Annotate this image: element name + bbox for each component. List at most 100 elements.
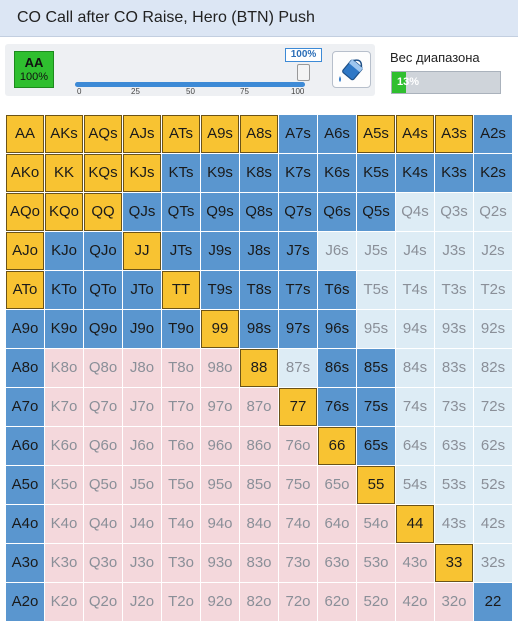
hand-cell-82o[interactable]: 82o <box>240 583 278 621</box>
hand-cell-ako[interactable]: AKo <box>6 154 44 192</box>
hand-cell-93s[interactable]: 93s <box>435 310 473 348</box>
hand-cell-k9s[interactable]: K9s <box>201 154 239 192</box>
hand-cell-72o[interactable]: 72o <box>279 583 317 621</box>
hand-cell-75o[interactable]: 75o <box>279 466 317 504</box>
hand-cell-22[interactable]: 22 <box>474 583 512 621</box>
hand-cell-64o[interactable]: 64o <box>318 505 356 543</box>
hand-cell-t3o[interactable]: T3o <box>162 544 200 582</box>
hand-cell-t7s[interactable]: T7s <box>279 271 317 309</box>
hand-cell-82s[interactable]: 82s <box>474 349 512 387</box>
hand-cell-88[interactable]: 88 <box>240 349 278 387</box>
hand-cell-kjo[interactable]: KJo <box>45 232 83 270</box>
hand-cell-aqs[interactable]: AQs <box>84 115 122 153</box>
hand-cell-a9s[interactable]: A9s <box>201 115 239 153</box>
hand-cell-kqo[interactable]: KQo <box>45 193 83 231</box>
hand-cell-q9o[interactable]: Q9o <box>84 310 122 348</box>
hand-cell-k6o[interactable]: K6o <box>45 427 83 465</box>
hand-cell-kts[interactable]: KTs <box>162 154 200 192</box>
hand-cell-a9o[interactable]: A9o <box>6 310 44 348</box>
hand-cell-65o[interactable]: 65o <box>318 466 356 504</box>
hand-cell-j9o[interactable]: J9o <box>123 310 161 348</box>
hand-cell-75s[interactable]: 75s <box>357 388 395 426</box>
hand-cell-j3s[interactable]: J3s <box>435 232 473 270</box>
hand-cell-a7s[interactable]: A7s <box>279 115 317 153</box>
hand-cell-j7s[interactable]: J7s <box>279 232 317 270</box>
hand-cell-a8s[interactable]: A8s <box>240 115 278 153</box>
hand-cell-63o[interactable]: 63o <box>318 544 356 582</box>
hand-cell-j2s[interactable]: J2s <box>474 232 512 270</box>
hand-cell-j4o[interactable]: J4o <box>123 505 161 543</box>
hand-cell-66[interactable]: 66 <box>318 427 356 465</box>
hand-cell-92o[interactable]: 92o <box>201 583 239 621</box>
hand-cell-a2o[interactable]: A2o <box>6 583 44 621</box>
hand-cell-aa[interactable]: AA <box>6 115 44 153</box>
hand-cell-q7o[interactable]: Q7o <box>84 388 122 426</box>
hand-cell-53o[interactable]: 53o <box>357 544 395 582</box>
hand-cell-k2o[interactable]: K2o <box>45 583 83 621</box>
hand-cell-t7o[interactable]: T7o <box>162 388 200 426</box>
paint-bucket-button[interactable] <box>332 51 371 88</box>
hand-cell-63s[interactable]: 63s <box>435 427 473 465</box>
hand-cell-52s[interactable]: 52s <box>474 466 512 504</box>
hand-cell-j8s[interactable]: J8s <box>240 232 278 270</box>
hand-cell-qts[interactable]: QTs <box>162 193 200 231</box>
hand-cell-t6s[interactable]: T6s <box>318 271 356 309</box>
hand-cell-42s[interactable]: 42s <box>474 505 512 543</box>
hand-cell-tt[interactable]: TT <box>162 271 200 309</box>
hand-cell-t5s[interactable]: T5s <box>357 271 395 309</box>
hand-cell-q7s[interactable]: Q7s <box>279 193 317 231</box>
hand-cell-a5s[interactable]: A5s <box>357 115 395 153</box>
hand-cell-k2s[interactable]: K2s <box>474 154 512 192</box>
hand-cell-86s[interactable]: 86s <box>318 349 356 387</box>
hand-cell-k7o[interactable]: K7o <box>45 388 83 426</box>
hand-cell-qq[interactable]: QQ <box>84 193 122 231</box>
hand-cell-84s[interactable]: 84s <box>396 349 434 387</box>
hand-cell-a3o[interactable]: A3o <box>6 544 44 582</box>
hand-cell-ajs[interactable]: AJs <box>123 115 161 153</box>
hand-cell-jj[interactable]: JJ <box>123 232 161 270</box>
hand-cell-k5o[interactable]: K5o <box>45 466 83 504</box>
hand-cell-43s[interactable]: 43s <box>435 505 473 543</box>
hand-cell-t4s[interactable]: T4s <box>396 271 434 309</box>
hand-cell-85o[interactable]: 85o <box>240 466 278 504</box>
hand-cell-54s[interactable]: 54s <box>396 466 434 504</box>
hand-cell-93o[interactable]: 93o <box>201 544 239 582</box>
hand-cell-q8o[interactable]: Q8o <box>84 349 122 387</box>
hand-cell-t2s[interactable]: T2s <box>474 271 512 309</box>
hand-cell-54o[interactable]: 54o <box>357 505 395 543</box>
hand-cell-96s[interactable]: 96s <box>318 310 356 348</box>
hand-cell-q4o[interactable]: Q4o <box>84 505 122 543</box>
hand-cell-98o[interactable]: 98o <box>201 349 239 387</box>
hand-cell-j4s[interactable]: J4s <box>396 232 434 270</box>
hand-cell-q6s[interactable]: Q6s <box>318 193 356 231</box>
hand-cell-t2o[interactable]: T2o <box>162 583 200 621</box>
hand-cell-q2o[interactable]: Q2o <box>84 583 122 621</box>
hand-cell-94o[interactable]: 94o <box>201 505 239 543</box>
hand-cell-98s[interactable]: 98s <box>240 310 278 348</box>
hand-cell-77[interactable]: 77 <box>279 388 317 426</box>
hand-cell-k3s[interactable]: K3s <box>435 154 473 192</box>
hand-cell-86o[interactable]: 86o <box>240 427 278 465</box>
hand-cell-t6o[interactable]: T6o <box>162 427 200 465</box>
hand-cell-95s[interactable]: 95s <box>357 310 395 348</box>
hand-cell-74o[interactable]: 74o <box>279 505 317 543</box>
hand-cell-87s[interactable]: 87s <box>279 349 317 387</box>
hand-cell-55[interactable]: 55 <box>357 466 395 504</box>
hand-cell-q5o[interactable]: Q5o <box>84 466 122 504</box>
hand-cell-33[interactable]: 33 <box>435 544 473 582</box>
hand-cell-83s[interactable]: 83s <box>435 349 473 387</box>
hand-cell-kjs[interactable]: KJs <box>123 154 161 192</box>
hand-cell-94s[interactable]: 94s <box>396 310 434 348</box>
hand-cell-64s[interactable]: 64s <box>396 427 434 465</box>
hand-cell-kk[interactable]: KK <box>45 154 83 192</box>
hand-cell-44[interactable]: 44 <box>396 505 434 543</box>
hand-cell-qjs[interactable]: QJs <box>123 193 161 231</box>
hand-cell-83o[interactable]: 83o <box>240 544 278 582</box>
hand-cell-85s[interactable]: 85s <box>357 349 395 387</box>
hand-cell-k4s[interactable]: K4s <box>396 154 434 192</box>
hand-cell-32s[interactable]: 32s <box>474 544 512 582</box>
hand-cell-q4s[interactable]: Q4s <box>396 193 434 231</box>
hand-cell-87o[interactable]: 87o <box>240 388 278 426</box>
hand-cell-k4o[interactable]: K4o <box>45 505 83 543</box>
hand-cell-j6o[interactable]: J6o <box>123 427 161 465</box>
